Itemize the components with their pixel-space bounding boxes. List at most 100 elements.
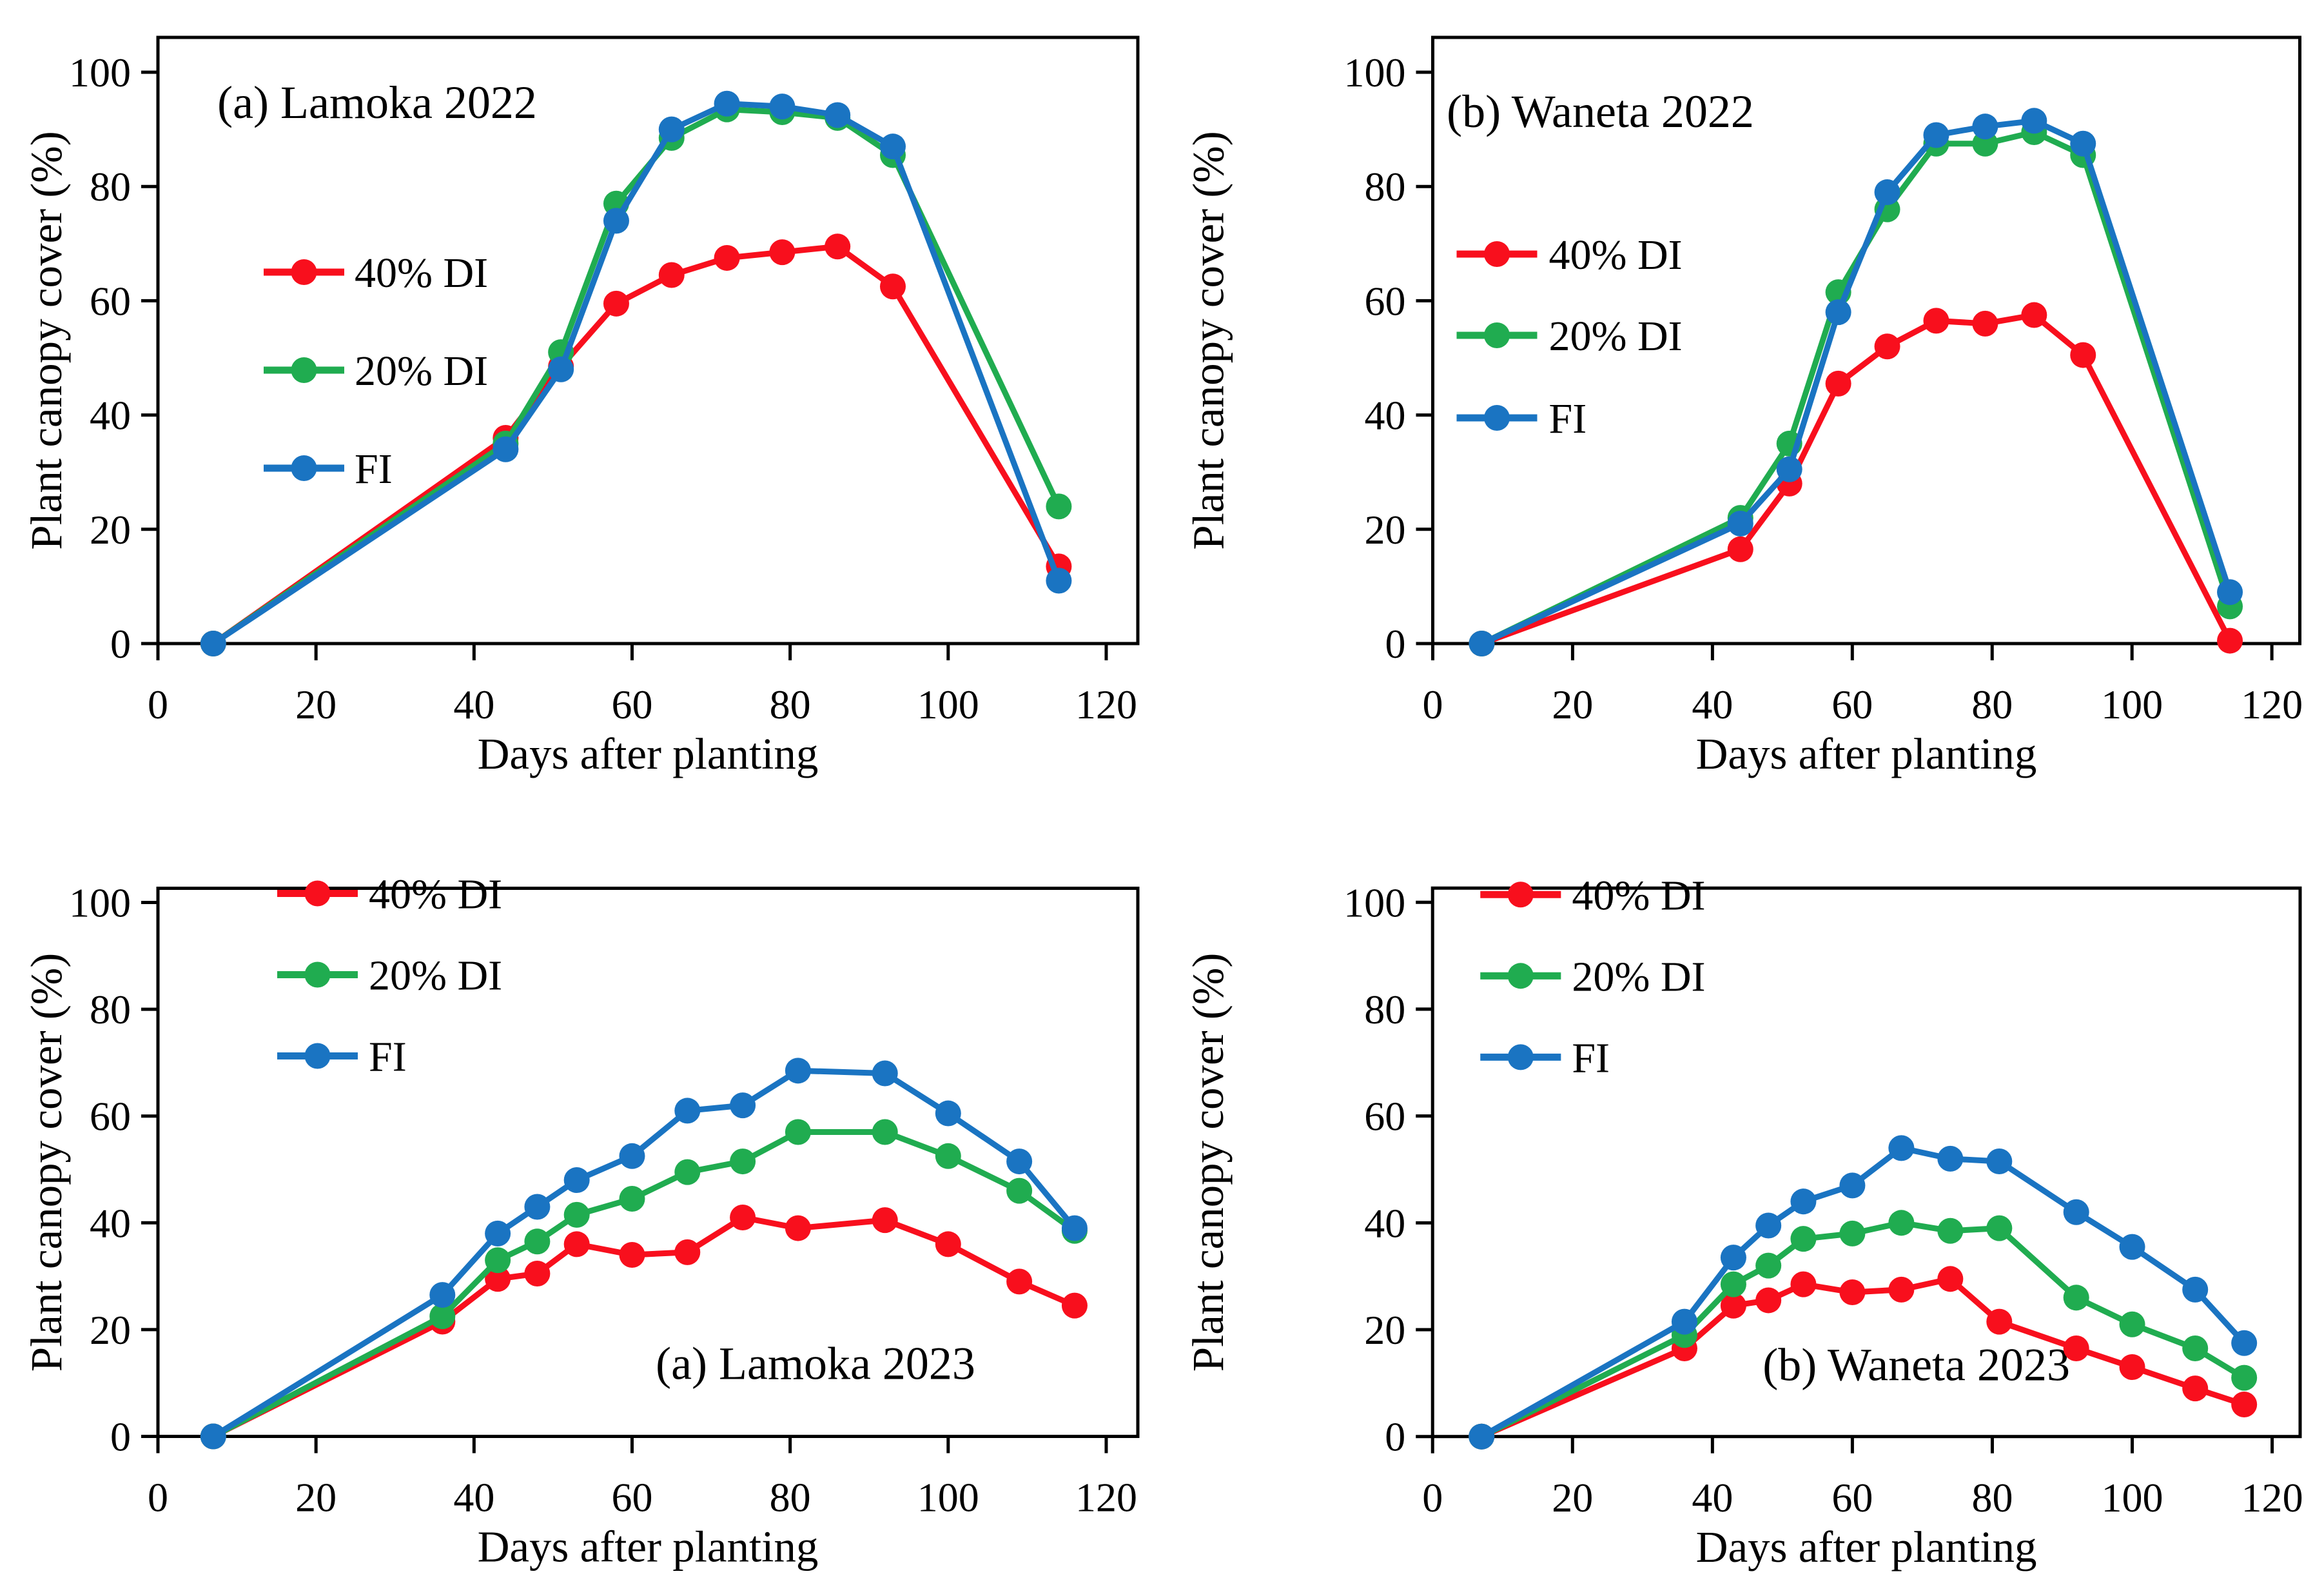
x-axis-title: Days after planting [478, 1522, 819, 1571]
x-tick-label: 120 [1075, 1475, 1137, 1521]
data-point-marker [1923, 308, 1949, 334]
data-point-marker [785, 1058, 811, 1084]
y-tick-label: 40 [1365, 393, 1406, 438]
data-point-marker [1061, 1292, 1088, 1319]
data-point-marker [2231, 1364, 2258, 1391]
legend-item-label: 40% DI [355, 250, 488, 297]
legend-item-label: FI [1572, 1034, 1610, 1081]
legend-item: FI [277, 1034, 407, 1081]
y-tick-label: 80 [90, 987, 131, 1032]
y-tick-label: 100 [69, 880, 131, 926]
x-tick-label: 60 [1831, 1475, 1873, 1521]
data-point-marker [1986, 1215, 2013, 1241]
data-point-marker [2119, 1311, 2145, 1337]
data-point-marker [603, 208, 629, 234]
y-tick-label: 20 [1365, 507, 1406, 553]
data-point-marker [603, 290, 629, 317]
data-point-marker [485, 1266, 511, 1292]
series-line [210, 101, 1062, 647]
y-tick-label: 0 [1385, 1414, 1405, 1460]
data-point-marker [730, 1148, 756, 1175]
y-tick-label: 20 [90, 507, 131, 553]
data-point-marker [1790, 1226, 1817, 1252]
x-tick-label: 40 [1692, 682, 1733, 727]
chart-background [1162, 0, 2324, 798]
x-tick-label: 100 [917, 1475, 979, 1521]
data-point-marker [524, 1260, 551, 1286]
legend-item-label: 20% DI [1549, 313, 1683, 360]
chart-background [0, 798, 1162, 1596]
data-point-marker [1720, 1245, 1746, 1271]
data-point-marker [2231, 1330, 2258, 1356]
y-tick-label: 40 [1364, 1200, 1405, 1246]
x-tick-label: 40 [1692, 1475, 1733, 1521]
panel-title: (a) Lamoka 2023 [656, 1338, 975, 1390]
data-point-marker [2182, 1276, 2209, 1303]
data-point-marker [1720, 1292, 1746, 1319]
y-tick-label: 0 [110, 621, 131, 667]
x-tick-label: 0 [148, 682, 168, 727]
data-point-marker [1937, 1266, 1964, 1292]
data-point-marker [2063, 1199, 2089, 1225]
x-tick-label: 80 [1971, 682, 2013, 727]
legend-item-label: 20% DI [1572, 953, 1705, 1000]
y-tick-label: 100 [69, 50, 131, 95]
x-tick-label: 20 [1552, 682, 1593, 727]
data-point-marker [563, 1231, 590, 1257]
data-point-marker [2217, 627, 2243, 654]
legend-item: 40% DI [277, 871, 502, 918]
x-tick-label: 0 [1422, 1475, 1443, 1521]
legend-item: 20% DI [1480, 953, 1706, 1000]
chart-svg: 0 20 40 60 80 100 120 0 20 40 60 80 100 Days after pl… [1162, 0, 2324, 798]
data-point-marker [1825, 299, 1851, 326]
x-tick-label: 100 [2101, 682, 2163, 727]
x-tick-label: 20 [295, 1475, 337, 1521]
y-tick-label: 60 [1365, 278, 1406, 324]
x-tick-label: 80 [770, 1475, 811, 1521]
x-tick-label: 60 [1831, 682, 1873, 727]
legend-marker-icon [291, 259, 317, 285]
legend-marker-icon [1484, 405, 1510, 431]
data-point-marker [1046, 567, 1072, 594]
x-tick-label: 0 [148, 1475, 168, 1521]
data-point-marker [1727, 536, 1753, 562]
y-tick-label: 60 [1364, 1094, 1405, 1139]
y-tick-label: 40 [90, 1200, 131, 1246]
data-point-marker [548, 356, 574, 382]
legend-marker-icon [304, 1043, 331, 1069]
legend-item: 40% DI [264, 250, 488, 297]
x-tick-label: 60 [611, 682, 652, 727]
data-point-marker [935, 1231, 961, 1257]
data-point-marker [2119, 1234, 2145, 1260]
x-axis-title: Days after planting [1696, 729, 2037, 778]
y-axis-title: Plant canopy cover (%) [1183, 953, 1233, 1372]
legend-marker-icon [1484, 241, 1510, 267]
data-point-marker [2063, 1335, 2089, 1362]
data-point-marker [1986, 1148, 2013, 1175]
data-point-marker [1046, 493, 1072, 520]
plot-frame [1431, 35, 2301, 645]
data-point-marker [524, 1194, 551, 1220]
data-point-marker [880, 133, 906, 160]
x-tick-label: 120 [1075, 682, 1137, 727]
legend-marker-icon [1507, 963, 1534, 989]
legend-item: 40% DI [1480, 872, 1706, 919]
data-point-marker [1755, 1212, 1782, 1239]
data-point-marker [658, 262, 685, 288]
data-point-marker [1671, 1308, 1697, 1335]
x-tick-label: 0 [1423, 682, 1443, 727]
data-point-marker [429, 1303, 456, 1330]
data-point-marker [769, 94, 796, 120]
data-point-marker [714, 90, 740, 117]
legend-item: 20% DI [277, 952, 502, 1000]
chart-lamoka-2022: 0 20 40 60 80 100 120 0 20 40 60 80 100 Days after pl… [0, 0, 1162, 798]
data-point-marker [825, 102, 851, 128]
data-point-marker [1986, 1308, 2013, 1335]
data-point-marker [619, 1186, 645, 1212]
y-tick-label: 60 [90, 1094, 131, 1139]
data-point-marker [880, 273, 906, 300]
data-point-marker [2182, 1335, 2209, 1362]
legend-marker-icon [1484, 322, 1510, 348]
y-tick-label: 0 [110, 1414, 131, 1460]
chart-waneta-2023: 0 20 40 60 80 100 120 0 20 40 60 80 100 Days after pl… [1162, 798, 2324, 1596]
